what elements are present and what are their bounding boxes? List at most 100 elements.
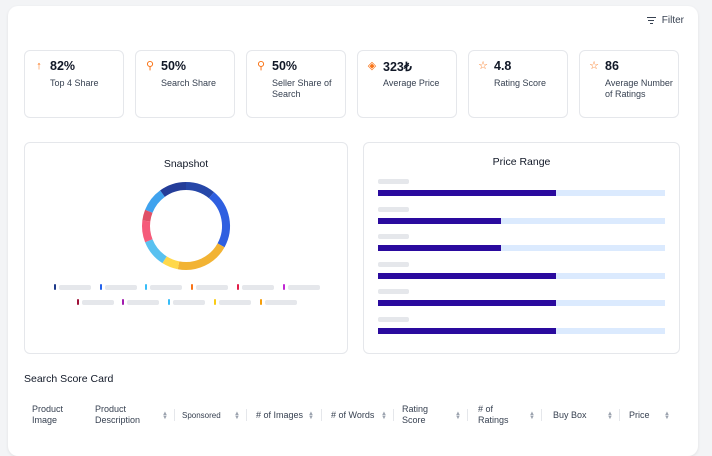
legend-label-placeholder <box>150 285 182 290</box>
column-header-buy-box[interactable]: Buy Box <box>553 410 587 420</box>
price-range-bar[interactable] <box>378 272 556 279</box>
sort-icon[interactable]: ▲ ▼ <box>529 411 535 421</box>
donut-segment-5[interactable] <box>145 239 167 264</box>
legend-swatch <box>100 284 102 290</box>
filter-label: Filter <box>661 15 684 26</box>
column-header-product-description[interactable]: Product Description <box>95 404 141 425</box>
stat-label: Average Number of Ratings <box>605 78 673 99</box>
legend-label-placeholder <box>219 300 251 305</box>
legend-swatch <box>191 284 193 290</box>
stat-card-search-share: ⚲ 50% Search Share <box>135 50 235 118</box>
legend-label-placeholder <box>196 285 228 290</box>
legend-label-placeholder <box>242 285 274 290</box>
legend-swatch <box>214 299 216 305</box>
sort-icon[interactable]: ▲ ▼ <box>234 411 240 421</box>
sort-icon[interactable]: ▲ ▼ <box>381 411 387 421</box>
column-header-price[interactable]: Price <box>629 410 650 420</box>
legend-label-placeholder <box>105 285 137 290</box>
price-range-track <box>378 190 665 196</box>
snapshot-title: Snapshot <box>163 158 209 170</box>
stat-card-average-ratings: ☆ 86 Average Number of Ratings <box>579 50 679 118</box>
column-header-number-of-words[interactable]: # of Words <box>331 410 375 420</box>
stat-card-average-price: ◈ 323₺ Average Price <box>357 50 457 118</box>
column-header-sponsored[interactable]: Sponsored <box>182 411 221 420</box>
price-range-bar[interactable] <box>378 217 502 224</box>
legend-label-placeholder <box>127 300 159 305</box>
stat-value: 86 <box>605 59 619 73</box>
legend-label-placeholder <box>288 285 320 290</box>
price-range-track <box>378 327 665 334</box>
donut-segment-6[interactable] <box>142 220 153 243</box>
column-divider <box>246 409 247 421</box>
price-range-title: Price Range <box>492 156 551 168</box>
donut-segment-2[interactable] <box>208 192 230 248</box>
filter-icon <box>646 16 656 25</box>
stat-label: Seller Share of Search <box>272 78 332 99</box>
stat-label: Search Share <box>161 78 217 88</box>
legend-label-placeholder <box>265 300 297 305</box>
legend-swatch <box>54 284 56 290</box>
price-range-bar[interactable] <box>378 327 556 334</box>
price-range-bar[interactable] <box>378 190 556 196</box>
legend-swatch <box>237 284 239 290</box>
stat-value: 50% <box>161 59 187 73</box>
search-icon: ⚲ <box>145 60 155 72</box>
legend-label-placeholder <box>82 300 114 305</box>
sort-icon[interactable]: ▲ ▼ <box>162 411 168 421</box>
stat-label: Top 4 Share <box>50 78 99 88</box>
search-icon: ⚲ <box>256 60 266 72</box>
sort-icon[interactable]: ▲ ▼ <box>455 411 461 421</box>
price-range-label-placeholder <box>378 179 409 184</box>
star-icon: ☆ <box>478 60 488 72</box>
snapshot-legend <box>25 143 347 353</box>
price-range-label-placeholder <box>378 289 409 294</box>
sort-icon[interactable]: ▲ ▼ <box>664 411 670 421</box>
stat-value: 4.8 <box>494 59 512 73</box>
legend-swatch <box>122 299 124 305</box>
stat-label: Rating Score <box>494 78 547 88</box>
sort-icon[interactable]: ▲ ▼ <box>607 411 613 421</box>
donut-segment-3[interactable] <box>177 243 225 270</box>
legend-swatch <box>145 284 147 290</box>
donut-segment-7[interactable] <box>142 209 153 222</box>
column-divider <box>541 409 542 421</box>
price-range-bar[interactable] <box>378 300 556 306</box>
donut-segment-1[interactable] <box>185 182 215 199</box>
price-range-track <box>378 300 665 306</box>
price-range-bar[interactable] <box>378 245 502 251</box>
donut-segment-8[interactable] <box>145 190 166 213</box>
snapshot-card: Snapshot <box>24 142 348 354</box>
price-tag-icon: ◈ <box>367 60 377 72</box>
stat-value: 82% <box>50 59 76 73</box>
legend-swatch <box>168 299 170 305</box>
donut-segment-4[interactable] <box>162 256 180 270</box>
legend-label-placeholder <box>59 285 91 290</box>
arrow-up-icon: ↑ <box>36 60 42 72</box>
search-score-card-title: Search Score Card <box>24 373 114 385</box>
filter-button[interactable]: Filter <box>646 15 684 26</box>
legend-swatch <box>260 299 262 305</box>
price-range-label-placeholder <box>378 261 409 267</box>
column-header-number-of-ratings[interactable]: # of Ratings <box>478 404 509 425</box>
stat-card-top4-share: ↑ 82% Top 4 Share <box>24 50 124 118</box>
price-range-label-placeholder <box>378 316 409 322</box>
legend-swatch <box>77 299 79 305</box>
stat-card-seller-share: ⚲ 50% Seller Share of Search <box>246 50 346 118</box>
column-header-product-image[interactable]: Product Image <box>32 404 64 425</box>
star-icon: ☆ <box>589 60 599 72</box>
price-range-track <box>378 245 665 251</box>
column-header-number-of-images[interactable]: # of Images <box>256 410 304 420</box>
sort-icon[interactable]: ▲ ▼ <box>308 411 314 421</box>
stat-value: 50% <box>272 59 298 73</box>
stat-card-rating-score: ☆ 4.8 Rating Score <box>468 50 568 118</box>
price-range-card: Price Range <box>363 142 680 354</box>
column-header-rating-score[interactable]: Rating Score <box>402 404 429 425</box>
column-divider <box>321 409 322 421</box>
column-divider <box>174 409 175 421</box>
legend-label-placeholder <box>173 300 205 305</box>
column-divider <box>467 409 468 421</box>
snapshot-donut-chart <box>142 182 230 270</box>
donut-segment-9[interactable] <box>160 182 187 198</box>
column-divider <box>619 409 620 421</box>
price-range-label-placeholder <box>378 234 409 239</box>
